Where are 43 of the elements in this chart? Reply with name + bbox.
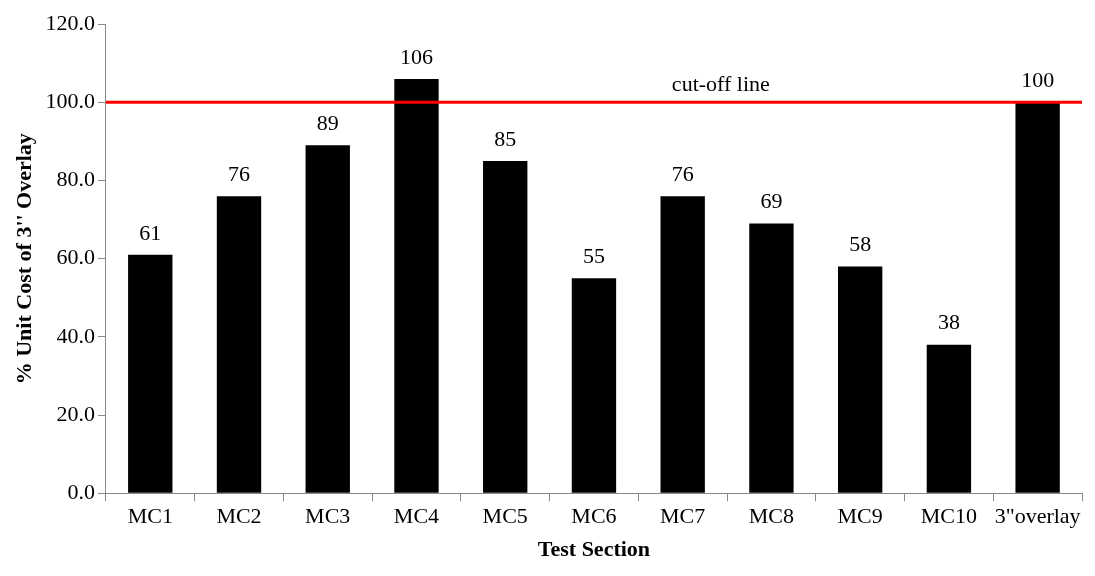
data-label: 76	[228, 160, 250, 186]
x-tick-label: MC2	[216, 503, 262, 529]
bar	[216, 196, 262, 493]
bar	[571, 278, 617, 493]
bar	[483, 160, 528, 493]
bar	[128, 254, 173, 493]
x-tick-label: MC9	[837, 503, 883, 529]
bar	[305, 145, 350, 493]
x-tick-label: MC5	[482, 503, 528, 529]
y-tick-label: 100.0	[45, 88, 95, 114]
x-axis-title: Test Section	[537, 536, 651, 562]
data-label: 55	[582, 243, 605, 269]
x-tick-label: MC7	[660, 503, 706, 529]
bar	[1015, 102, 1060, 493]
y-tick-label: 120.0	[45, 9, 95, 35]
x-tick-label: MC10	[920, 503, 978, 529]
y-tick-label: 60.0	[56, 244, 95, 270]
y-tick-label: 80.0	[56, 166, 95, 192]
bar	[749, 223, 794, 493]
data-label: 89	[316, 110, 339, 136]
data-label: 76	[671, 160, 694, 186]
data-label: 106	[399, 43, 433, 69]
x-tick-label: MC6	[571, 503, 617, 529]
x-tick-label: MC4	[393, 503, 440, 529]
x-tick-label: 3"overlay	[994, 503, 1081, 529]
data-label: 58	[849, 231, 872, 257]
ref-line-label: cut-off line	[671, 71, 770, 97]
x-tick-label: MC3	[305, 503, 351, 529]
x-tick-label: MC8	[748, 503, 795, 529]
data-label: 85	[494, 125, 517, 151]
bar	[660, 196, 705, 493]
bar	[837, 266, 883, 493]
data-label: 100	[1021, 67, 1055, 93]
y-tick-label: 40.0	[56, 322, 95, 348]
y-tick-label: 20.0	[56, 400, 95, 426]
bar	[926, 344, 972, 493]
x-tick-label: MC1	[127, 503, 173, 529]
y-tick-label: 0.0	[67, 478, 95, 504]
data-label: 69	[760, 188, 783, 214]
data-label: 38	[937, 309, 960, 335]
bar	[394, 78, 439, 493]
y-axis-title: % Unit Cost of 3'' Overlay	[10, 133, 36, 385]
data-label: 61	[139, 219, 162, 245]
